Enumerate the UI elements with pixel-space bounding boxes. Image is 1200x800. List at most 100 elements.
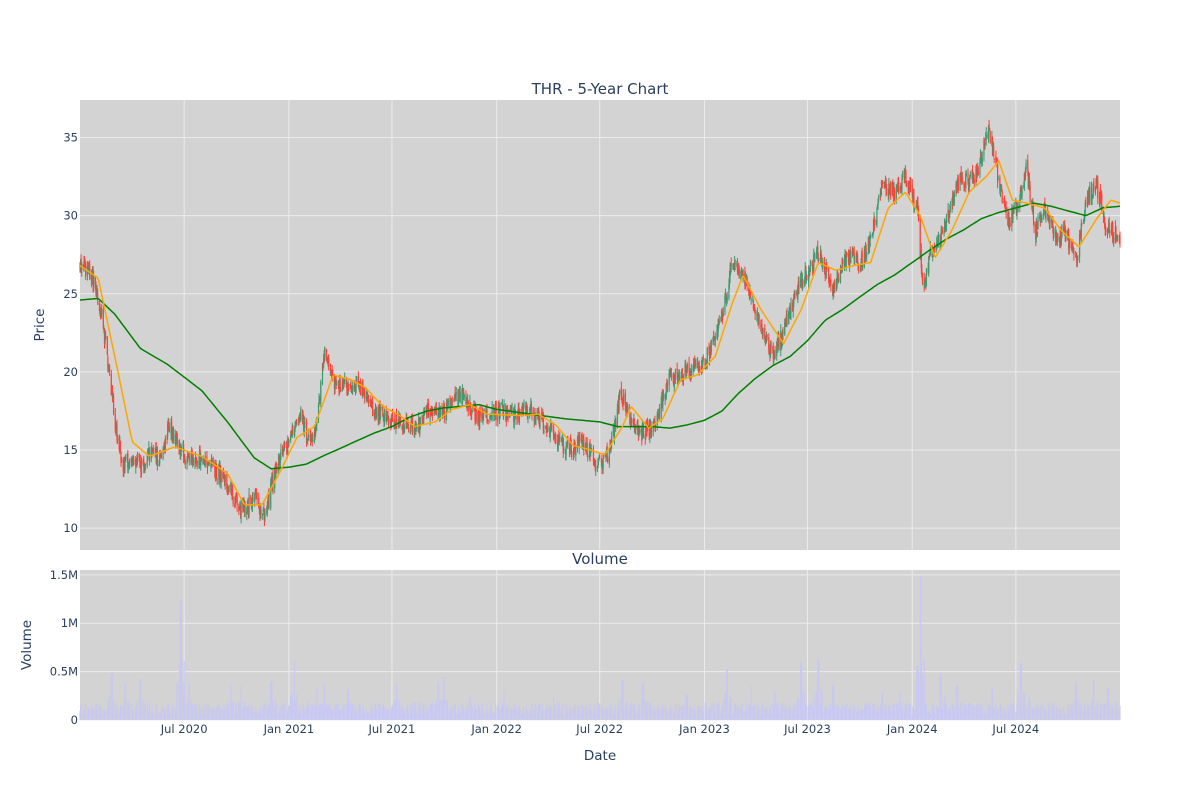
volume-bar	[916, 676, 918, 720]
candle-body	[594, 462, 596, 468]
candle-body	[702, 359, 704, 366]
volume-bar	[948, 708, 950, 720]
candle-body	[627, 406, 629, 413]
volume-bar	[498, 708, 501, 720]
candle-body	[943, 229, 945, 235]
candle-body	[1072, 246, 1074, 254]
volume-bar	[216, 714, 218, 720]
volume-bar	[423, 711, 425, 720]
candle-body	[620, 387, 622, 395]
volume-bar	[387, 710, 389, 720]
volume-bar	[1013, 707, 1015, 720]
volume-bar	[502, 707, 505, 720]
volume-bar	[1100, 707, 1102, 720]
volume-bar	[924, 704, 926, 720]
candle-body	[948, 216, 950, 218]
volume-bar	[1060, 713, 1062, 720]
candle-body	[923, 278, 925, 286]
volume-bar	[623, 705, 625, 720]
volume-bar	[427, 708, 429, 720]
volume-bar	[774, 690, 776, 720]
volume-bar	[931, 709, 933, 720]
candle-body	[689, 372, 691, 374]
candle-body	[216, 479, 218, 481]
volume-bar	[270, 681, 272, 720]
price-tick-label: 35	[63, 131, 78, 145]
volume-bar	[817, 659, 819, 720]
volume-bar	[240, 686, 242, 720]
volume-bar	[343, 704, 345, 720]
candle-body	[1004, 202, 1006, 209]
volume-bar	[467, 708, 469, 720]
candle-body	[386, 413, 388, 417]
volume-bar	[414, 712, 416, 720]
candle-body	[726, 297, 728, 301]
candle-body	[164, 438, 166, 451]
volume-bar	[964, 703, 966, 720]
candle-body	[426, 408, 428, 412]
volume-bar	[243, 701, 246, 720]
volume-bar	[307, 702, 309, 720]
volume-bar	[973, 706, 975, 720]
volume-bar	[814, 694, 816, 720]
candle-body	[479, 411, 481, 417]
volume-bar	[180, 599, 182, 720]
candle-body	[688, 363, 690, 373]
candle-body	[462, 389, 464, 390]
volume-bar	[256, 712, 258, 720]
candle-body	[107, 369, 110, 372]
candle-body	[274, 467, 276, 489]
volume-bar	[769, 711, 771, 720]
volume-bar	[306, 714, 308, 720]
volume-bar	[118, 713, 120, 720]
volume-bar	[309, 710, 312, 720]
volume-bar	[854, 705, 856, 720]
volume-bar	[873, 703, 875, 720]
volume-bar	[457, 705, 460, 720]
candle-body	[948, 211, 950, 220]
volume-bar	[123, 708, 125, 720]
volume-bar	[993, 706, 995, 720]
volume-bar	[871, 710, 873, 720]
volume-bar	[93, 708, 95, 720]
candle-body	[936, 240, 938, 244]
volume-bar	[214, 712, 217, 720]
volume-bar	[262, 707, 264, 720]
volume-bar	[382, 708, 384, 720]
volume-bar	[179, 599, 181, 720]
volume-bar	[1064, 712, 1066, 720]
volume-bar	[132, 710, 134, 720]
volume-bar	[366, 713, 368, 720]
volume-bar	[1110, 706, 1113, 720]
volume-bar	[741, 703, 743, 720]
candle-body	[892, 182, 894, 196]
volume-bar	[537, 711, 539, 720]
volume-bar	[1071, 703, 1073, 720]
candle-body	[390, 420, 392, 428]
volume-bar	[802, 691, 804, 720]
volume-bar	[503, 692, 505, 720]
volume-bar	[859, 710, 861, 720]
volume-bar	[595, 709, 597, 720]
volume-bar	[1065, 713, 1067, 720]
volume-bar	[753, 702, 756, 720]
volume-bar	[481, 705, 484, 720]
volume-bar	[170, 708, 172, 720]
volume-bar	[180, 599, 182, 720]
candle-body	[1079, 233, 1081, 235]
volume-bar	[267, 705, 269, 720]
volume-bar	[808, 704, 810, 720]
volume-bar	[578, 705, 580, 720]
volume-bar	[929, 714, 931, 720]
volume-bar	[1072, 706, 1074, 720]
volume-bar	[1048, 703, 1050, 720]
volume-bar	[304, 710, 306, 720]
volume-bar	[882, 690, 884, 720]
volume-bar	[1009, 703, 1011, 720]
volume-bar	[1101, 703, 1103, 720]
volume-bar	[226, 707, 228, 720]
candle-body	[820, 252, 822, 261]
volume-bar	[459, 713, 461, 720]
volume-bar	[740, 706, 742, 720]
candle-body	[99, 304, 101, 315]
